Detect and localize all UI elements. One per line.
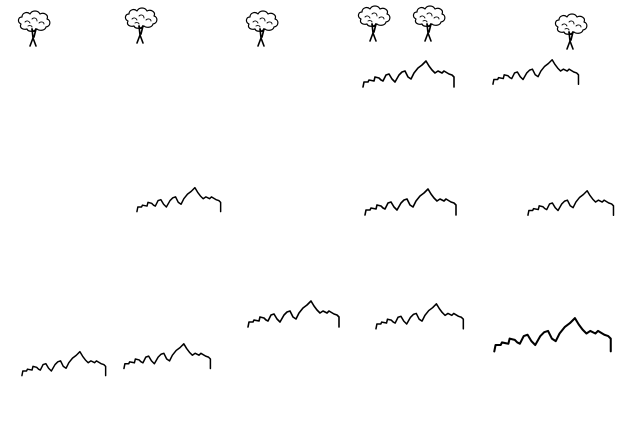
grass-tuft-icon bbox=[493, 317, 612, 353]
tree-icon bbox=[554, 13, 588, 50]
tree-icon bbox=[245, 10, 279, 47]
grass-tuft-icon bbox=[123, 343, 212, 370]
grass-tuft-icon bbox=[247, 300, 340, 328]
grass-tuft-icon bbox=[21, 350, 107, 377]
tree-icon bbox=[124, 7, 158, 44]
grass-tuft-icon bbox=[136, 186, 222, 213]
grass-tuft-icon bbox=[364, 188, 457, 216]
tree-icon bbox=[412, 5, 446, 42]
grass-tuft-icon bbox=[375, 303, 465, 330]
tree-icon bbox=[357, 5, 391, 42]
grass-layer bbox=[21, 59, 615, 377]
trees-layer bbox=[17, 5, 588, 50]
grass-tuft-icon bbox=[527, 190, 615, 216]
grass-tuft-icon bbox=[492, 59, 580, 85]
tree-icon bbox=[17, 10, 51, 47]
grass-tuft-icon bbox=[362, 60, 455, 88]
